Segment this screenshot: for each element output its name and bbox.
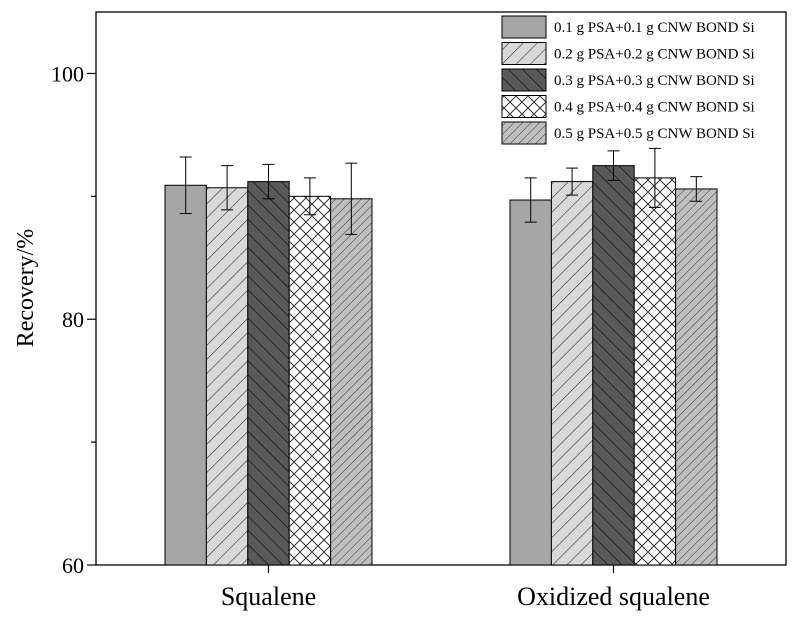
bar [509, 199, 552, 566]
y-tick-label: 60 [62, 553, 84, 578]
legend-swatch [501, 15, 547, 39]
bar [247, 181, 290, 566]
legend-label: 0.1 g PSA+0.1 g CNW BOND Si [554, 20, 755, 36]
y-axis: 60 80 100 [51, 61, 96, 578]
bar [550, 181, 594, 566]
x-category-label: Squalene [221, 582, 316, 611]
y-tick-label: 80 [62, 307, 84, 332]
error-bars [179, 147, 703, 235]
legend-label: 0.4 g PSA+0.4 g CNW BOND Si [554, 100, 755, 116]
bars [164, 165, 718, 566]
legend-label: 0.5 g PSA+0.5 g CNW BOND Si [554, 126, 755, 142]
legend-swatch [501, 121, 547, 145]
plot-frame [95, 11, 787, 566]
legend-label: 0.3 g PSA+0.3 g CNW BOND Si [554, 73, 755, 89]
x-category-label: Oxidized squalene [517, 582, 710, 611]
bar [330, 198, 373, 566]
legend: 0.1 g PSA+0.1 g CNW BOND Si 0.2 g PSA+0.2… [501, 15, 755, 145]
y-axis-title: Recovery/% [13, 229, 39, 348]
bar [675, 188, 718, 566]
legend-label: 0.2 g PSA+0.2 g CNW BOND Si [554, 47, 755, 63]
legend-swatch [501, 68, 547, 92]
bar [288, 195, 332, 566]
bar [205, 187, 249, 566]
y-tick-label: 100 [51, 61, 84, 86]
legend-swatch [501, 95, 547, 118]
bar [592, 165, 635, 566]
x-axis: Squalene Oxidized squalene [221, 565, 710, 611]
bar [164, 184, 207, 566]
plot-area [95, 11, 787, 566]
legend-swatch [501, 42, 547, 65]
bar [633, 177, 677, 566]
